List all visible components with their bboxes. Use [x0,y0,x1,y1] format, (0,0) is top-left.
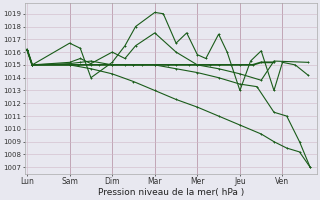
X-axis label: Pression niveau de la mer( hPa ): Pression niveau de la mer( hPa ) [98,188,244,197]
